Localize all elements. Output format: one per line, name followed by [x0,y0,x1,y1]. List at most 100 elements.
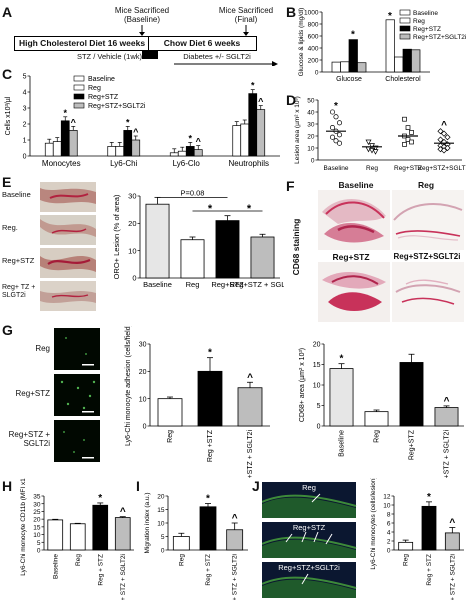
y-axis-label: Ly6-Chi monocyte CD11b (MFI x10³) [20,478,27,576]
data-point [333,114,339,120]
x-tick-label: Reg+STZ [211,280,244,289]
data-point [329,125,336,131]
data-point [365,139,372,146]
panel-a-timeline: Mice Sacrificed (Baseline) Mice Sacrific… [14,6,282,66]
panel-letter-i: I [136,478,140,494]
data-point [440,147,448,154]
bar [180,239,205,279]
x-tick-label: Monocytes [42,159,81,168]
significance-marker: * [427,492,431,503]
data-point [372,149,379,155]
x-tick-label: Reg + STZ [426,554,433,586]
panel-letter-g: G [2,322,13,338]
y-tick-label: 10 [383,503,391,510]
x-tick-label: Reg + STZ + SGLT2i [120,554,127,600]
significance-marker: * [188,133,192,143]
timeline-diabetes: Diabetes +/- SGLT2i [183,52,251,61]
bar [357,62,367,73]
y-tick-label: 600 [308,34,319,41]
y-tick-label: 20 [128,219,136,228]
p-value-label: P=0.08 [181,188,205,197]
x-tick-label: Reg +STZ [207,429,214,462]
bar [169,152,179,157]
legend-swatch [399,17,411,24]
significance-marker: * [206,494,210,505]
legend-swatch [73,75,85,82]
bar [52,141,62,157]
panel-f-cd68: CD68 staining Baseline Reg Reg+STZ Reg+S… [288,180,466,324]
legend-label: Reg+STZ [88,94,119,101]
j-row-label: Reg [302,483,316,492]
bar [237,387,263,427]
x-tick-label: Baseline [143,280,172,289]
panel-letter-b: B [286,4,297,20]
y-tick-label: 5 [37,540,41,547]
y-tick-label: 40 [307,110,315,117]
data-point [402,116,407,122]
bar [248,93,258,157]
bar [385,19,395,73]
x-tick-label: Cholesterol [385,76,421,83]
bar [240,123,250,157]
y-tick-label: 3 [23,106,27,113]
bar [226,529,244,551]
panel-e-micrographs: Baseline Reg. Reg+STZ Reg+ TZ + SLGT2i [2,180,102,320]
y-tick-label: 5 [317,403,321,410]
x-tick-label: Reg + STZ + SGLT2i [232,554,239,600]
chart-j-monocytes: 0 2 4 6 8 10 12 Ly6-Chi monocytes (cells/lesion… [370,478,464,600]
bar [44,142,54,157]
bar [107,146,117,157]
y-tick-label: 30 [128,192,136,201]
y-tick-label: 800 [308,22,319,29]
data-point [329,134,336,140]
chart-d-lesion-area: 0 10 20 30 40 50 Lesion area (µm² x 10³) * Basel… [294,96,466,172]
bar [68,130,78,157]
bar [197,370,223,427]
data-point [409,130,414,135]
bar [329,368,354,427]
significance-marker: * [388,11,392,22]
x-tick-label: Reg [75,554,82,566]
bar [115,146,125,157]
bar [172,536,190,551]
y-tick-label: 20 [139,369,147,376]
data-point [444,144,451,152]
bar [114,517,131,551]
y-tick-label: 15 [313,362,321,369]
panel-letter-j: J [252,478,260,494]
y-tick-label: 2 [387,539,391,546]
bar [232,125,242,157]
bar [348,39,358,73]
legend-label: Reg+STZ [413,26,441,33]
significance-marker: * [126,117,130,127]
chart-g-adhesion: 0 10 20 30 Ly6-Chi monocyte adhesion (cells/… [125,326,270,478]
y-tick-label: 5 [161,534,165,541]
bar [92,504,109,551]
y-tick-label: 20 [313,342,321,349]
legend-swatch [399,9,411,16]
significance-marker: ^ [444,396,450,407]
y-tick-label: 35 [33,494,41,501]
bar [399,362,424,427]
bar [256,109,266,157]
significance-marker: ^ [120,507,126,518]
significance-marker: * [251,81,255,91]
data-point [333,138,339,144]
y-tick-label: 25 [33,509,41,516]
f-label-baseline: Baseline [338,180,374,190]
data-point [402,142,407,147]
significance-marker: ^ [449,518,455,529]
x-tick-label: Reg+STZ + SGLT2i [230,280,284,289]
y-axis-label: Glucose & lipids (mg/dl) [298,8,305,77]
y-tick-label: 0 [387,548,391,555]
y-tick-label: 12 [383,494,391,501]
x-tick-label: Baseline [52,554,59,579]
g-row-label: Reg+STZ [15,389,50,398]
x-tick-label: Reg+STZ+SGLT2i [417,165,466,172]
chart-i-migration: 0 5 10 15 20 Migration index (a.u.) Reg * Reg + … [144,492,248,600]
bar [250,236,275,279]
x-tick-label: Reg [366,165,378,172]
panel-letter-h: H [2,478,13,494]
